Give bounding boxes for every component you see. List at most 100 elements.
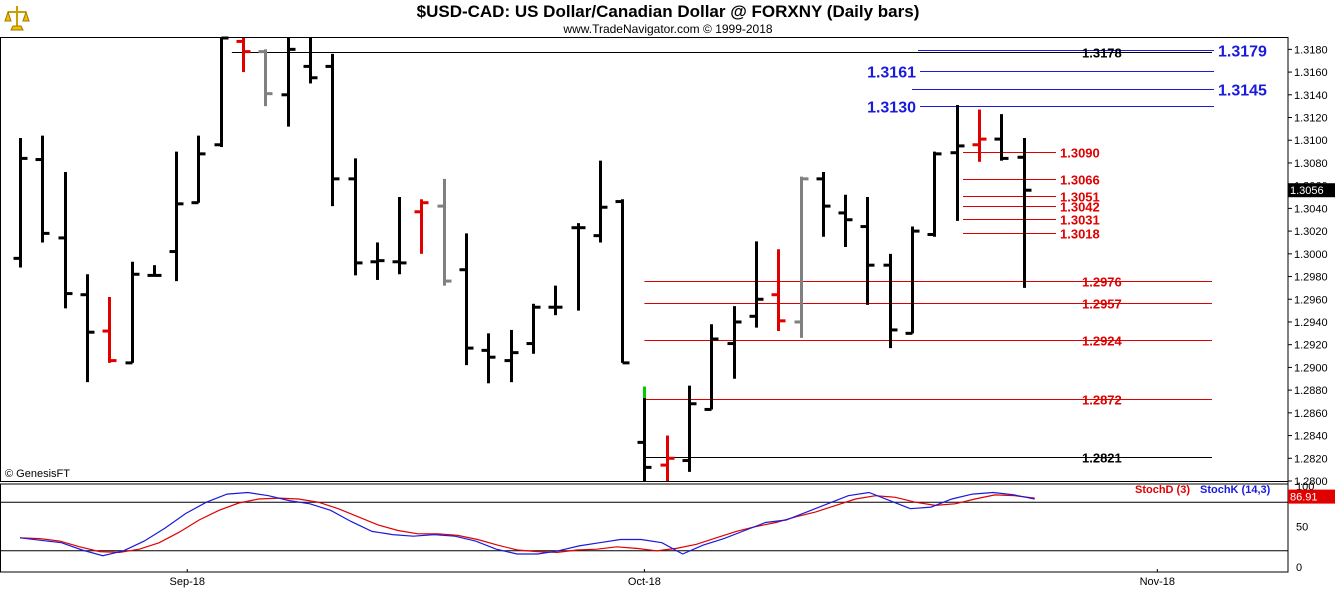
level-label-1.3066: 1.3066 xyxy=(1060,173,1100,188)
y-tick-label-1.2960: 1.2960 xyxy=(1294,294,1328,306)
y-tick-label-1.3180: 1.3180 xyxy=(1294,44,1328,56)
ohlc-bar-32 xyxy=(704,324,719,411)
ohlc-bar-15 xyxy=(325,53,340,207)
y-tick-label-1.3160: 1.3160 xyxy=(1294,67,1328,79)
level-label-1.3090: 1.3090 xyxy=(1060,146,1100,161)
trade-navigator-logo-icon xyxy=(4,4,30,39)
ohlc-bar-33 xyxy=(727,306,742,379)
last-price-tag xyxy=(1288,183,1335,198)
ohlc-bar-37 xyxy=(816,172,831,237)
ohlc-bar-36 xyxy=(794,176,809,338)
ohlc-bar-40 xyxy=(883,253,898,349)
ohlc-bar-8 xyxy=(169,151,184,282)
ohlc-bar-39 xyxy=(860,197,875,305)
y-tick-label-1.2840: 1.2840 xyxy=(1294,431,1328,443)
ohlc-bar-28 xyxy=(615,199,630,365)
series-line-stochd xyxy=(19,494,1035,554)
ohlc-bar-11 xyxy=(236,38,251,73)
ohlc-bar-4 xyxy=(80,274,95,383)
y-tick-label-1.3000: 1.3000 xyxy=(1294,249,1328,261)
ohlc-bar-35 xyxy=(771,249,786,332)
ohlc-bar-1 xyxy=(13,137,28,268)
y-tick-label-1.3120: 1.3120 xyxy=(1294,113,1328,125)
x-tick-label-Oct-18: Oct-18 xyxy=(628,576,661,588)
level-label-1.3145: 1.3145 xyxy=(1218,83,1267,100)
ohlc-bar-46 xyxy=(1017,137,1032,288)
level-label-1.2957: 1.2957 xyxy=(1082,297,1122,312)
level-label-1.3130: 1.3130 xyxy=(867,100,916,117)
ohlc-bar-10 xyxy=(214,36,229,148)
ohlc-bar-5 xyxy=(102,296,117,363)
ohlc-bar-29 xyxy=(637,386,652,481)
level-label-1.3042: 1.3042 xyxy=(1060,200,1100,215)
legend-entry-1: StochD (3) xyxy=(1135,484,1190,496)
ohlc-bar-12 xyxy=(258,49,273,107)
ohlc-bar-18 xyxy=(392,197,407,275)
y-tick-label-1.3080: 1.3080 xyxy=(1294,158,1328,170)
ohlc-bar-7 xyxy=(147,265,162,277)
legend-entry-2: StochK (14,3) xyxy=(1200,484,1271,496)
chart-subtitle: www.TradeNavigator.com © 1999-2018 xyxy=(563,22,773,36)
ohlc-bar-21 xyxy=(459,233,474,366)
ohlc-bar-41 xyxy=(905,226,920,335)
ohlc-bar-34 xyxy=(749,241,764,328)
y-tick-label-1.3140: 1.3140 xyxy=(1294,90,1328,102)
ohlc-bar-20 xyxy=(437,178,452,286)
level-label-1.2821: 1.2821 xyxy=(1082,451,1122,466)
level-label-1.3031: 1.3031 xyxy=(1060,213,1100,228)
level-label-1.3051: 1.3051 xyxy=(1060,190,1100,205)
level-label-1.3179: 1.3179 xyxy=(1218,44,1267,61)
y-tick-label-1.3020: 1.3020 xyxy=(1294,226,1328,238)
stochd-value-label: 86.91 xyxy=(1290,492,1318,504)
ohlc-bar-13 xyxy=(281,38,296,127)
ohlc-bar-31 xyxy=(682,385,697,472)
chart-title: $USD-CAD: US Dollar/Canadian Dollar @ FO… xyxy=(416,2,920,21)
y-tick-label-1.2980: 1.2980 xyxy=(1294,272,1328,284)
level-label-1.3178: 1.3178 xyxy=(1082,46,1122,61)
ohlc-bar-23 xyxy=(504,329,519,383)
ohlc-bar-2 xyxy=(35,135,50,243)
stoch-tick-label-50: 50 xyxy=(1296,522,1308,534)
ohlc-bar-24 xyxy=(526,303,541,354)
ohlc-bar-17 xyxy=(370,242,385,280)
y-tick-label-1.3100: 1.3100 xyxy=(1294,135,1328,147)
ohlc-bar-14 xyxy=(303,38,318,84)
ohlc-bar-25 xyxy=(548,285,563,316)
ohlc-bar-9 xyxy=(191,135,206,205)
y-tick-label-1.2940: 1.2940 xyxy=(1294,317,1328,329)
level-label-1.2924: 1.2924 xyxy=(1082,334,1123,349)
level-label-1.2872: 1.2872 xyxy=(1082,393,1122,408)
ohlc-bar-42 xyxy=(927,151,942,237)
y-tick-label-1.2800: 1.2800 xyxy=(1294,476,1328,488)
stoch-tick-label-0: 0 xyxy=(1296,562,1302,574)
stochd-value-tag xyxy=(1288,489,1335,504)
level-label-1.3161: 1.3161 xyxy=(867,65,916,82)
y-tick-label-1.2920: 1.2920 xyxy=(1294,340,1328,352)
watermark: © GenesisFT xyxy=(5,468,70,480)
x-tick-label-Sep-18: Sep-18 xyxy=(170,576,205,588)
ohlc-bar-45 xyxy=(994,114,1009,161)
y-tick-label-1.2900: 1.2900 xyxy=(1294,362,1328,374)
y-tick-label-1.3040: 1.3040 xyxy=(1294,203,1328,215)
ohlc-bar-16 xyxy=(348,158,363,276)
y-tick-label-1.2820: 1.2820 xyxy=(1294,453,1328,465)
level-label-1.2976: 1.2976 xyxy=(1082,275,1122,290)
ohlc-bar-38 xyxy=(838,194,853,248)
ohlc-bar-26 xyxy=(571,223,586,311)
y-tick-label-1.2880: 1.2880 xyxy=(1294,385,1328,397)
stochastic-pane-frame xyxy=(0,483,1289,573)
ohlc-bar-30 xyxy=(660,435,675,481)
level-label-1.3018: 1.3018 xyxy=(1060,227,1100,242)
ohlc-bar-43 xyxy=(950,105,965,221)
ohlc-bar-44 xyxy=(972,109,987,162)
ohlc-bar-22 xyxy=(481,333,496,384)
y-tick-label-1.2860: 1.2860 xyxy=(1294,408,1328,420)
ohlc-bar-3 xyxy=(58,172,73,309)
x-tick-label-Nov-18: Nov-18 xyxy=(1140,576,1175,588)
series-line-stochk xyxy=(19,491,1035,557)
ohlc-bar-6 xyxy=(125,261,140,365)
last-price-label: 1.3056 xyxy=(1290,185,1324,197)
ohlc-bar-27 xyxy=(593,160,608,243)
ohlc-bar-19 xyxy=(414,199,429,254)
